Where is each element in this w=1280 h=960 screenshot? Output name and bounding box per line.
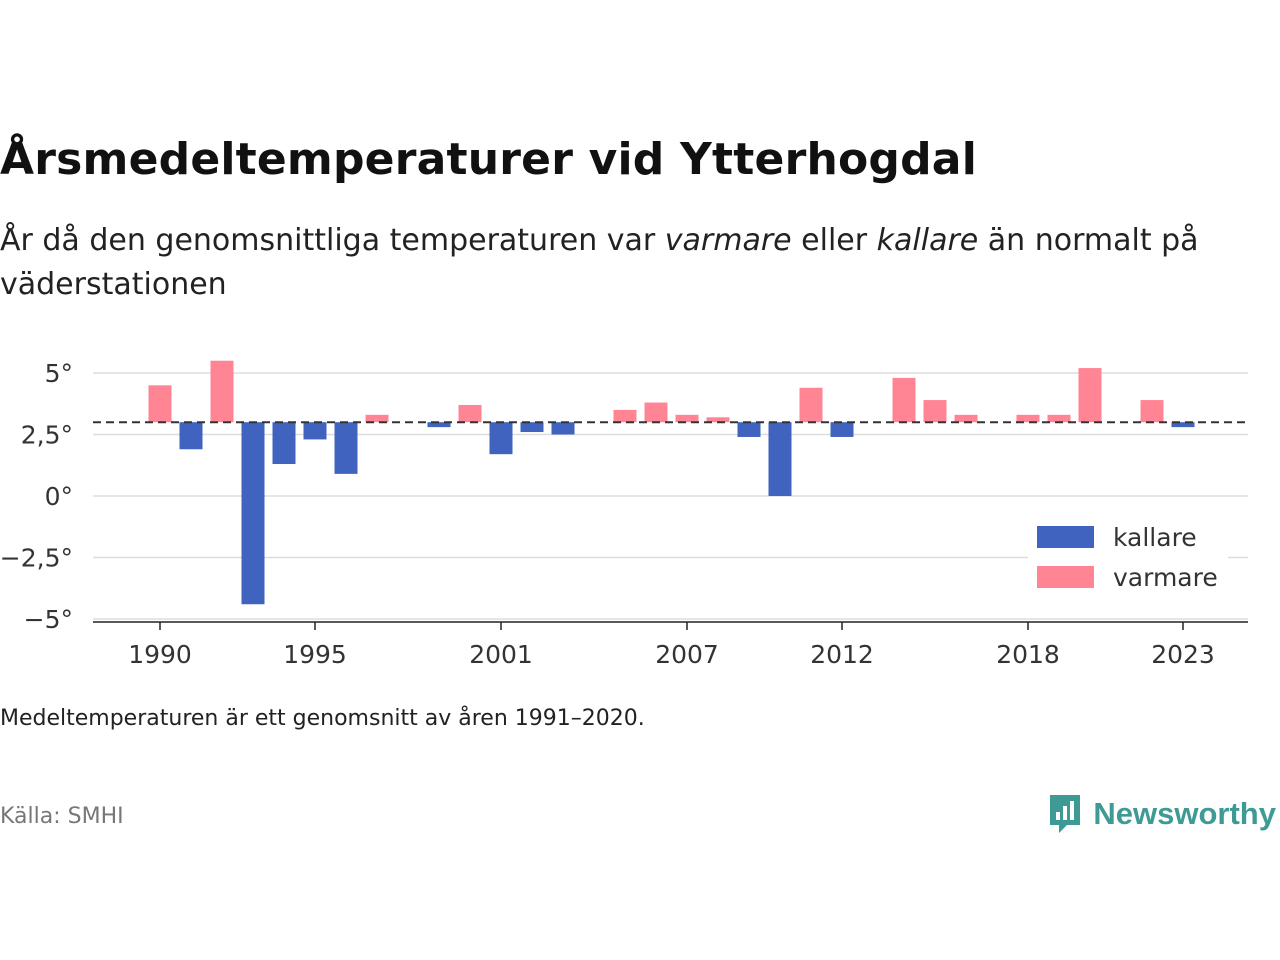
bar-2012 (830, 422, 854, 437)
y-tick-label: −5° (24, 605, 73, 634)
x-tick-label: 2001 (469, 640, 533, 669)
bar-2019 (1047, 414, 1071, 423)
bar-2005 (613, 409, 637, 423)
legend-swatch-varmare (1037, 566, 1094, 588)
x-tick-label: 2018 (996, 640, 1060, 669)
subtitle-warm-word: varmare (664, 223, 792, 258)
newsworthy-logo-icon (1050, 795, 1081, 833)
x-tick-label: 1990 (128, 640, 192, 669)
bar-1992 (210, 360, 234, 423)
y-tick-label: 0° (45, 482, 73, 511)
subtitle-text-2: eller (791, 223, 877, 258)
source-credit: Källa: SMHI (0, 804, 124, 829)
legend: kallare varmare (1028, 520, 1228, 608)
bar-1995 (303, 422, 327, 440)
bar-2003 (551, 422, 575, 435)
footnote: Medeltemperaturen är ett genomsnitt av å… (0, 706, 645, 731)
bar-2007 (675, 414, 699, 423)
bar-1996 (334, 422, 358, 474)
bar-2023 (1171, 422, 1195, 428)
bar-1991 (179, 422, 203, 450)
bar-2002 (520, 422, 544, 433)
legend-swatch-kallare (1037, 526, 1094, 548)
bars (148, 360, 1195, 605)
chart-subtitle: År då den genomsnittliga temperaturen va… (0, 219, 1270, 307)
x-tick-label: 2012 (810, 640, 874, 669)
newsworthy-brand[interactable]: Newsworthy (1047, 790, 1276, 838)
bar-2015 (923, 400, 947, 423)
bar-2006 (644, 402, 668, 423)
x-tick-label: 1995 (283, 640, 347, 669)
legend-label-kallare: kallare (1113, 523, 1197, 552)
bar-1999 (427, 422, 451, 428)
bar-1997 (365, 414, 389, 423)
bar-1993 (241, 422, 265, 605)
legend-label-varmare: varmare (1113, 563, 1218, 592)
y-tick-labels: 5° 2,5° 0° −2,5° −5° (0, 359, 73, 634)
chart-title: Årsmedeltemperaturer vid Ytterhogdal (0, 134, 977, 185)
bar-2011 (799, 387, 823, 423)
bar-2009 (737, 422, 761, 437)
bar-2008 (706, 417, 730, 423)
bar-2016 (954, 414, 978, 423)
y-tick-label: 5° (45, 359, 73, 388)
y-tick-label: −2,5° (0, 544, 73, 573)
bar-2020 (1078, 368, 1102, 423)
bar-2014 (892, 377, 916, 423)
y-tick-label: 2,5° (21, 421, 73, 450)
subtitle-text-1: År då den genomsnittliga temperaturen va… (0, 223, 665, 258)
subtitle-text-3: än normalt på väderstationen (0, 223, 1199, 302)
bar-2000 (458, 404, 482, 423)
x-tick-label: 2007 (655, 640, 719, 669)
bar-2018 (1016, 414, 1040, 423)
x-tick-label: 2023 (1151, 640, 1215, 669)
brand-name: Newsworthy (1093, 796, 1276, 831)
bar-1994 (272, 422, 296, 465)
bar-2022 (1140, 400, 1164, 423)
temperature-bar-chart: 5° 2,5° 0° −2,5° −5° 1990 1995 2001 2007 2012 201… (0, 359, 1248, 669)
bar-2010 (768, 422, 792, 496)
bar-1990 (148, 385, 172, 423)
x-tick-labels: 1990 1995 2001 2007 2012 2018 2023 (128, 622, 1215, 669)
subtitle-cold-word: kallare (876, 223, 979, 258)
bar-2001 (489, 422, 513, 455)
